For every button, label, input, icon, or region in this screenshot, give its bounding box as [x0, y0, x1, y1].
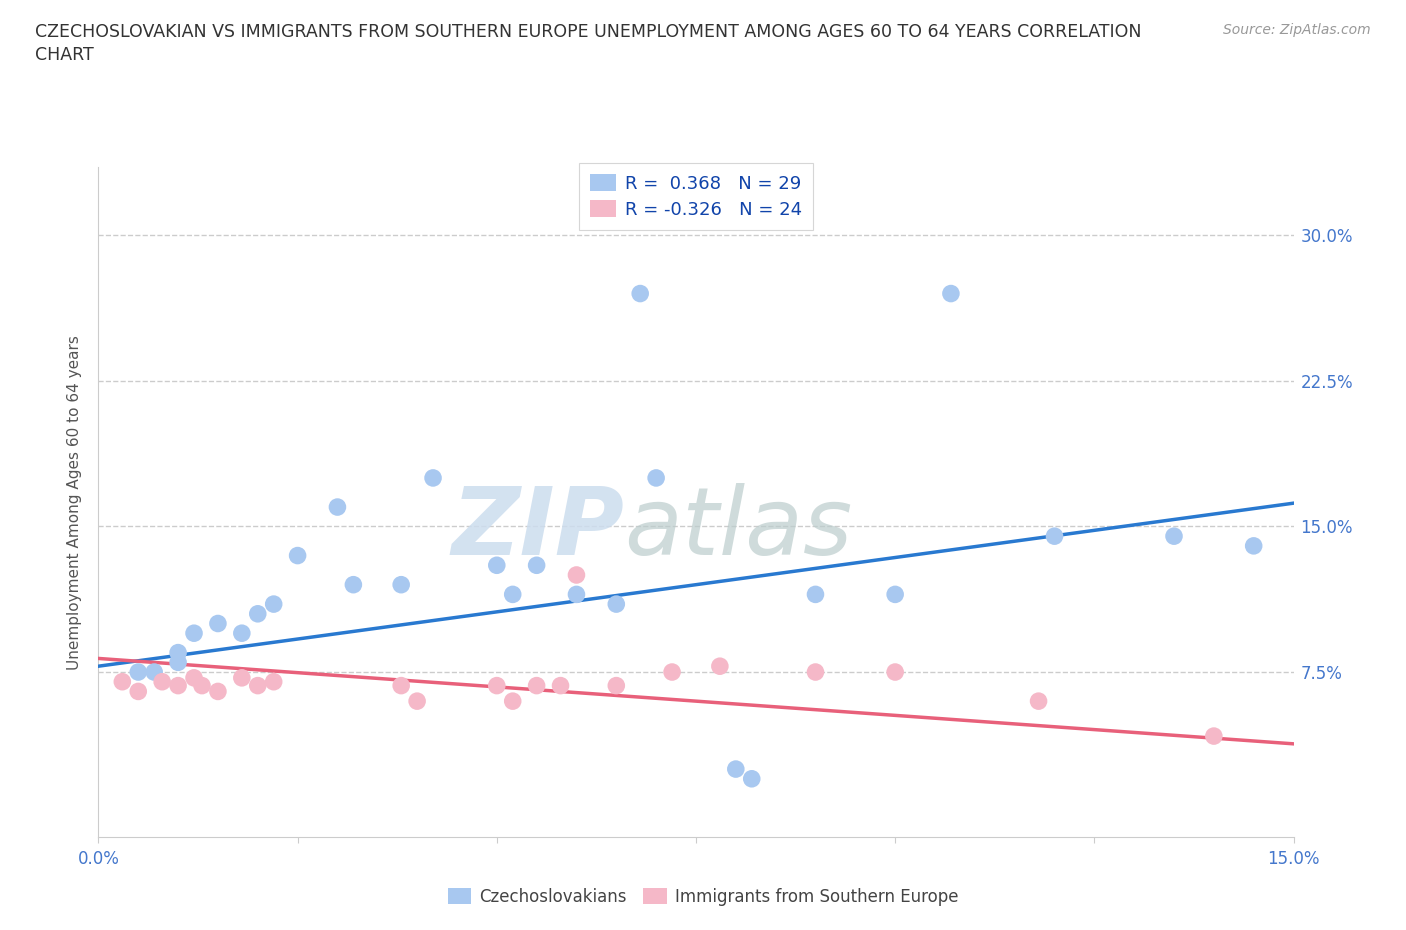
Point — [939, 286, 962, 301]
Point — [207, 616, 229, 631]
Text: CZECHOSLOVAKIAN VS IMMIGRANTS FROM SOUTHERN EUROPE UNEMPLOYMENT AMONG AGES 60 TO: CZECHOSLOVAKIAN VS IMMIGRANTS FROM SOUTH… — [35, 23, 1142, 41]
Point — [884, 587, 907, 602]
Point — [565, 567, 588, 582]
Point — [207, 684, 229, 698]
Text: Source: ZipAtlas.com: Source: ZipAtlas.com — [1223, 23, 1371, 37]
Point — [127, 665, 149, 680]
Point — [406, 694, 429, 709]
Point — [183, 671, 205, 685]
Point — [389, 578, 412, 592]
Point — [741, 771, 763, 786]
Legend: R =  0.368   N = 29, R = -0.326   N = 24: R = 0.368 N = 29, R = -0.326 N = 24 — [579, 163, 813, 230]
Point — [1163, 529, 1185, 544]
Point — [183, 626, 205, 641]
Text: CHART: CHART — [35, 46, 94, 64]
Text: atlas: atlas — [624, 484, 852, 575]
Point — [127, 684, 149, 698]
Point — [167, 678, 190, 693]
Point — [661, 665, 683, 680]
Point — [1043, 529, 1066, 544]
Point — [804, 665, 827, 680]
Point — [167, 645, 190, 660]
Point — [111, 674, 134, 689]
Point — [502, 587, 524, 602]
Point — [526, 678, 548, 693]
Point — [263, 674, 285, 689]
Point — [263, 597, 285, 612]
Point — [342, 578, 364, 592]
Point — [231, 626, 253, 641]
Point — [191, 678, 214, 693]
Point — [422, 471, 444, 485]
Legend: Czechoslovakians, Immigrants from Southern Europe: Czechoslovakians, Immigrants from Southe… — [441, 881, 965, 912]
Point — [605, 678, 627, 693]
Point — [287, 548, 309, 563]
Point — [724, 762, 747, 777]
Point — [167, 655, 190, 670]
Point — [246, 606, 269, 621]
Point — [628, 286, 651, 301]
Point — [485, 678, 508, 693]
Y-axis label: Unemployment Among Ages 60 to 64 years: Unemployment Among Ages 60 to 64 years — [67, 335, 83, 670]
Point — [605, 597, 627, 612]
Point — [1028, 694, 1050, 709]
Point — [550, 678, 572, 693]
Point — [502, 694, 524, 709]
Point — [143, 665, 166, 680]
Point — [231, 671, 253, 685]
Point — [246, 678, 269, 693]
Point — [485, 558, 508, 573]
Point — [884, 665, 907, 680]
Point — [1202, 728, 1225, 743]
Point — [1243, 538, 1265, 553]
Point — [526, 558, 548, 573]
Point — [709, 658, 731, 673]
Point — [150, 674, 173, 689]
Point — [645, 471, 668, 485]
Text: ZIP: ZIP — [451, 483, 624, 575]
Point — [389, 678, 412, 693]
Point — [326, 499, 349, 514]
Point — [565, 587, 588, 602]
Point — [804, 587, 827, 602]
